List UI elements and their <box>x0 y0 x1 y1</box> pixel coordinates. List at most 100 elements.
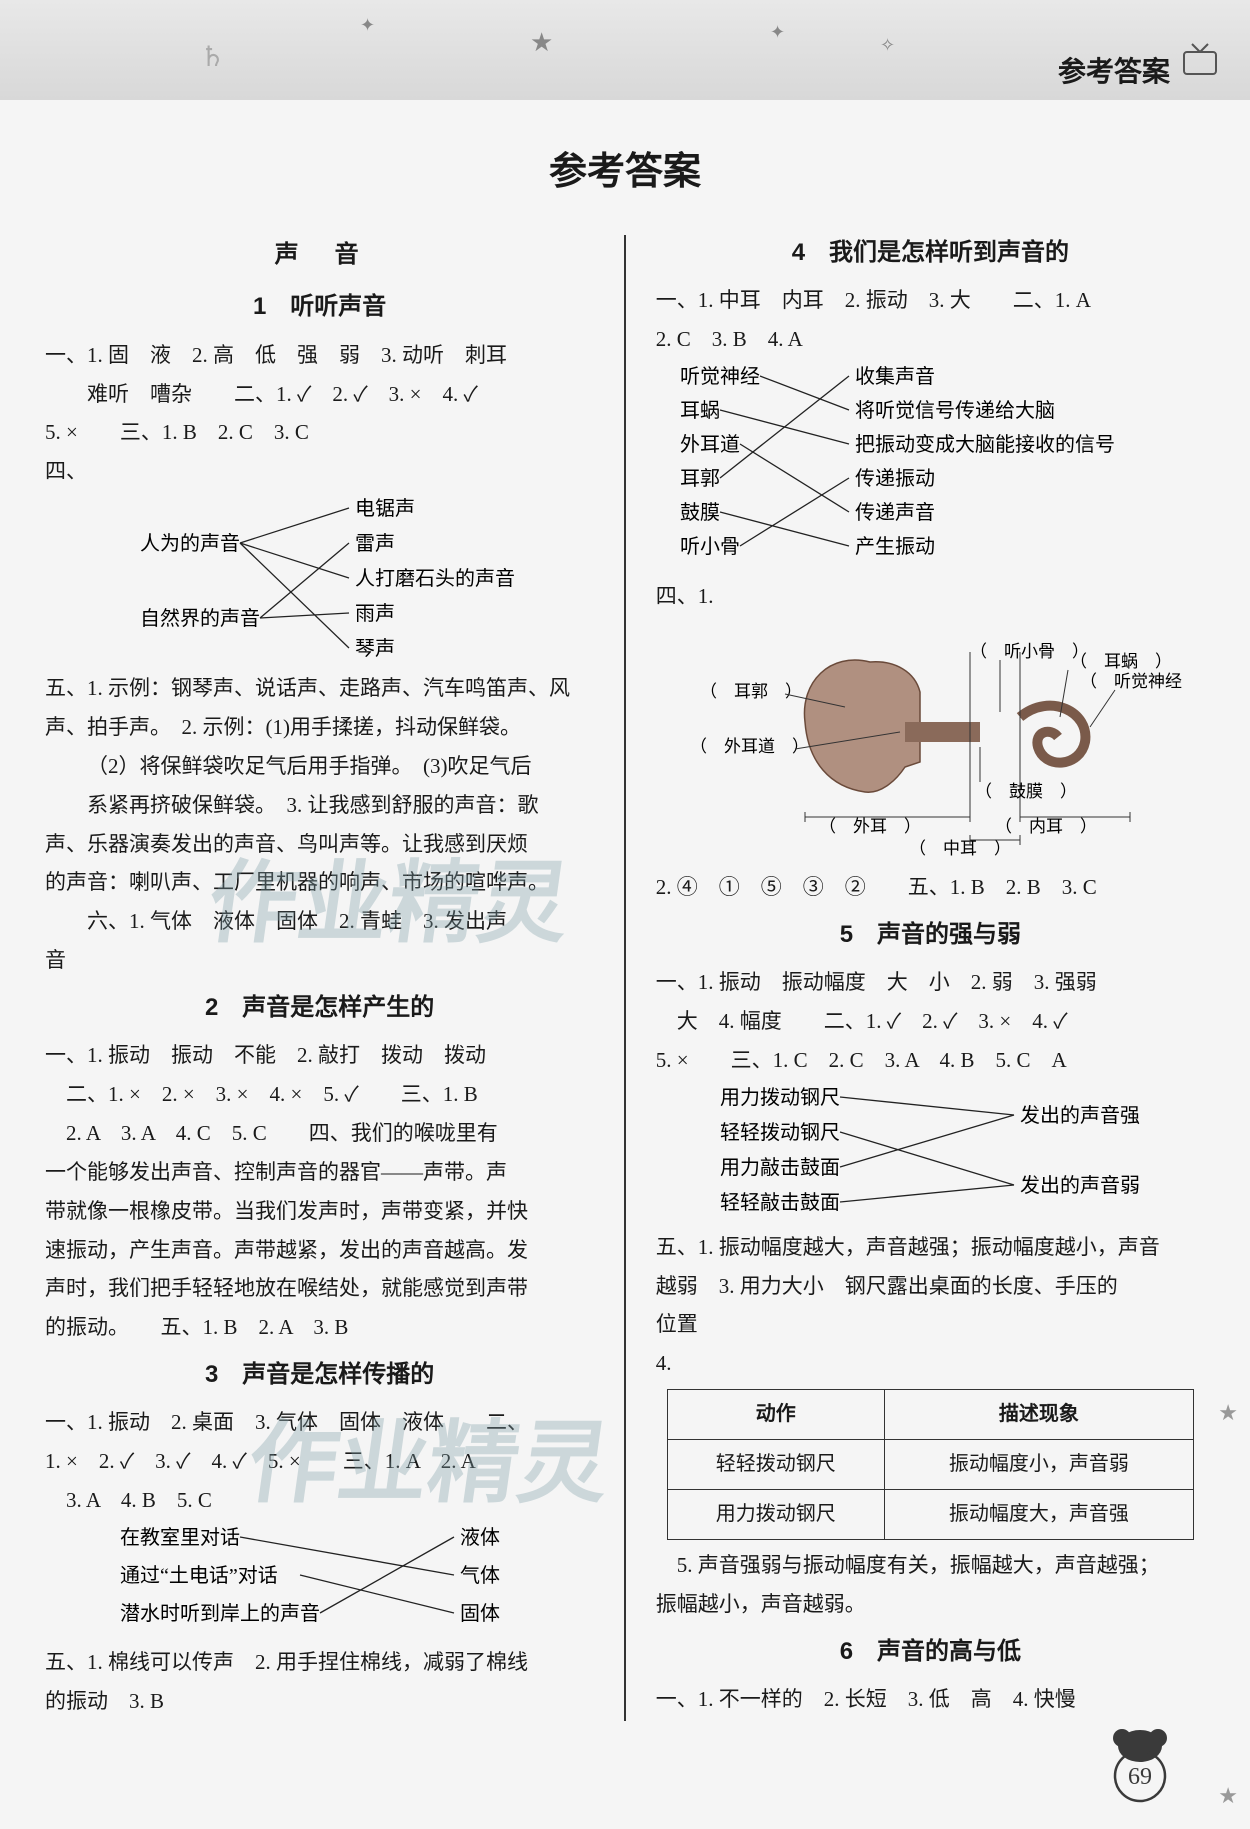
s2-l4: 一个能够发出声音、控制声音的器官——声带。声 <box>45 1153 594 1192</box>
svg-text:用力拨动钢尺: 用力拨动钢尺 <box>720 1086 840 1109</box>
svg-text:（ 外耳 ）: （ 外耳 ） <box>819 817 921 836</box>
main-title: 参考答案 <box>0 140 1250 195</box>
s5-l6: 越弱 3. 用力大小 钢尺露出桌面的长度、手压的 <box>656 1267 1205 1306</box>
svg-text:在教室里对话: 在教室里对话 <box>120 1526 240 1549</box>
svg-text:人打磨石头的声音: 人打磨石头的声音 <box>355 567 515 590</box>
right-column: 4 我们是怎样听到声音的 一、1. 中耳 内耳 2. 振动 3. 大 二、1. … <box>656 225 1205 1721</box>
svg-text:（ 内耳 ）: （ 内耳 ） <box>995 817 1097 836</box>
svg-text:69: 69 <box>1128 1764 1152 1790</box>
svg-text:收集声音: 收集声音 <box>855 365 935 388</box>
s2-l2: 二、1. × 2. × 3. × 4. × 5. ✓ 三、1. B <box>45 1075 594 1114</box>
tv-icon <box>1180 40 1220 80</box>
svg-text:传递振动: 传递振动 <box>855 467 935 490</box>
svg-text:听小骨: 听小骨 <box>680 535 740 558</box>
s5-table: 动作 描述现象 轻轻拨动钢尺 振动幅度小，声音弱 用力拨动钢尺 振动幅度大，声音… <box>667 1389 1194 1540</box>
table-cell: 振动幅度小，声音弱 <box>884 1440 1193 1490</box>
s3-l5: 五、1. 棉线可以传声 2. 用手捏住棉线，减弱了棉线 <box>45 1643 594 1682</box>
s1-l10: 的声音：喇叭声、工厂里机器的响声、市场的喧哗声。 <box>45 863 594 902</box>
s2-l6: 速振动，产生声音。声带越紧，发出的声音越高。发 <box>45 1231 594 1270</box>
s5-matching-diagram: 用力拨动钢尺轻轻拨动钢尺用力敲击鼓面轻轻敲击鼓面 发出的声音强发出的声音弱 <box>680 1084 1180 1224</box>
ear-anatomy-diagram: （ 耳郭 ）（ 外耳道 ）（ 鼓膜 ）（ 耳蜗 ）（ 听小骨 ）（ 听觉神经 ）… <box>670 622 1190 862</box>
s3-l1: 一、1. 振动 2. 桌面 3. 气体 固体 液体 二、 <box>45 1403 594 1442</box>
svg-text:（ 鼓膜 ）: （ 鼓膜 ） <box>975 782 1077 801</box>
star-icon: ✦ <box>770 22 785 43</box>
svg-text:发出的声音强: 发出的声音强 <box>1020 1104 1140 1127</box>
svg-text:自然界的声音: 自然界的声音 <box>140 607 260 630</box>
s1-l2: 难听 嘈杂 二、1. ✓ 2. ✓ 3. × 4. ✓ <box>45 375 594 414</box>
s1-l8: 系紧再挤破保鲜袋。 3. 让我感到舒服的声音：歌 <box>45 786 594 825</box>
svg-text:人为的声音: 人为的声音 <box>140 532 240 555</box>
s2-l8: 的振动。 五、1. B 2. A 3. B <box>45 1308 594 1347</box>
section-5-title: 5 声音的强与弱 <box>656 913 1205 957</box>
header-label: 参考答案 <box>1058 50 1170 90</box>
s1-l11: 六、1. 气体 液体 固体 2. 青蛙 3. 发出声 <box>45 902 594 941</box>
s1-l9: 声、乐器演奏发出的声音、鸟叫声等。让我感到厌烦 <box>45 825 594 864</box>
s5-l9: 振幅越小，声音越弱。 <box>656 1585 1205 1624</box>
s5-l2: 大 4. 幅度 二、1. ✓ 2. ✓ 3. × 4. ✓ <box>656 1002 1205 1041</box>
table-header: 动作 <box>667 1390 884 1440</box>
s4-matching-diagram: 听觉神经耳蜗外耳道耳郭鼓膜听小骨收集声音将听觉信号传递给大脑把振动变成大脑能接收… <box>660 363 1200 573</box>
section-4-title: 4 我们是怎样听到声音的 <box>656 231 1205 275</box>
svg-text:发出的声音弱: 发出的声音弱 <box>1020 1174 1140 1197</box>
left-column: 声 音 1 听听声音 一、1. 固 液 2. 高 低 强 弱 3. 动听 刺耳 … <box>45 225 594 1721</box>
s2-l1: 一、1. 振动 振动 不能 2. 敲打 拨动 拨动 <box>45 1036 594 1075</box>
s5-l3: 5. × 三、1. C 2. C 3. A 4. B 5. C A <box>656 1041 1205 1080</box>
s1-l4: 四、 <box>45 452 594 491</box>
star-icon: ✧ <box>880 35 895 56</box>
svg-text:气体: 气体 <box>460 1564 500 1587</box>
s1-l12: 音 <box>45 941 594 980</box>
svg-text:雷声: 雷声 <box>355 532 395 555</box>
s2-l3: 2. A 3. A 4. C 5. C 四、我们的喉咙里有 <box>45 1114 594 1153</box>
s1-l1: 一、1. 固 液 2. 高 低 强 弱 3. 动听 刺耳 <box>45 336 594 375</box>
table-cell: 用力拨动钢尺 <box>667 1490 884 1540</box>
svg-text:通过“土电话”对话: 通过“土电话”对话 <box>120 1564 278 1587</box>
s2-l5: 带就像一根橡皮带。当我们发声时，声带变紧，并快 <box>45 1192 594 1231</box>
s3-l3: 3. A 4. B 5. C <box>45 1481 594 1520</box>
page-header: ✦ ★ ✦ ✧ ♄ 参考答案 <box>0 0 1250 100</box>
svg-text:用力敲击鼓面: 用力敲击鼓面 <box>720 1156 840 1179</box>
content-columns: 声 音 1 听听声音 一、1. 固 液 2. 高 低 强 弱 3. 动听 刺耳 … <box>45 225 1205 1721</box>
s3-matching-diagram: 在教室里对话通过“土电话”对话潜水时听到岸上的声音 液体气体固体 <box>70 1524 570 1639</box>
svg-text:（ 耳郭 ）: （ 耳郭 ） <box>700 682 802 701</box>
svg-text:将听觉信号传递给大脑: 将听觉信号传递给大脑 <box>855 399 1055 422</box>
svg-text:耳蜗: 耳蜗 <box>680 399 720 422</box>
s5-l7: 位置 <box>656 1305 1205 1344</box>
svg-text:传递声音: 传递声音 <box>855 501 935 524</box>
star-icon: ★ <box>1218 1400 1238 1426</box>
svg-text:液体: 液体 <box>460 1526 500 1549</box>
s4-l1: 一、1. 中耳 内耳 2. 振动 3. 大 二、1. A <box>656 281 1205 320</box>
svg-text:雨声: 雨声 <box>355 602 395 625</box>
s3-l6: 的振动 3. B <box>45 1682 594 1721</box>
s3-l2: 1. × 2. ✓ 3. ✓ 4. ✓ 5. × 三、1. A 2. A <box>45 1442 594 1481</box>
s4-l2: 2. C 3. B 4. A <box>656 320 1205 359</box>
section-3-title: 3 声音是怎样传播的 <box>45 1353 594 1397</box>
s1-matching-diagram: 人为的声音自然界的声音 电锯声雷声人打磨石头的声音雨声琴声 <box>105 495 535 665</box>
svg-text:把振动变成大脑能接收的信号: 把振动变成大脑能接收的信号 <box>855 433 1115 456</box>
svg-text:轻轻拨动钢尺: 轻轻拨动钢尺 <box>720 1121 840 1144</box>
svg-text:潜水时听到岸上的声音: 潜水时听到岸上的声音 <box>120 1602 320 1625</box>
svg-text:耳郭: 耳郭 <box>680 467 720 490</box>
s1-l7: （2）将保鲜袋吹足气后用手指弹。 (3)吹足气后 <box>45 747 594 786</box>
star-icon: ★ <box>1218 1783 1238 1809</box>
s1-l6: 声、拍手声。 2. 示例：(1)用手揉搓，抖动保鲜袋。 <box>45 708 594 747</box>
s1-l3: 5. × 三、1. B 2. C 3. C <box>45 413 594 452</box>
svg-text:电锯声: 电锯声 <box>355 497 415 520</box>
svg-text:固体: 固体 <box>460 1602 500 1625</box>
svg-text:琴声: 琴声 <box>355 637 395 660</box>
page-number-badge: 69 <box>1100 1724 1180 1804</box>
s1-l5: 五、1. 示例：钢琴声、说话声、走路声、汽车鸣笛声、风 <box>45 669 594 708</box>
s5-l4-prefix: 4. <box>656 1344 1205 1383</box>
svg-text:轻轻敲击鼓面: 轻轻敲击鼓面 <box>720 1191 840 1214</box>
s2-l7: 声时，我们把手轻轻地放在喉结处，就能感觉到声带 <box>45 1269 594 1308</box>
bear-icon: 69 <box>1100 1724 1180 1804</box>
svg-text:产生振动: 产生振动 <box>855 535 935 558</box>
s4-l5: 2. ④ ① ⑤ ③ ② 五、1. B 2. B 3. C <box>656 868 1205 907</box>
svg-text:听觉神经: 听觉神经 <box>680 365 760 388</box>
svg-text:鼓膜: 鼓膜 <box>680 501 720 524</box>
table-cell: 振动幅度大，声音强 <box>884 1490 1193 1540</box>
s4-l4: 四、1. <box>656 577 1205 616</box>
star-icon: ✦ <box>360 15 375 36</box>
unit-title: 声 音 <box>45 233 594 277</box>
s6-l1: 一、1. 不一样的 2. 长短 3. 低 高 4. 快慢 <box>656 1680 1205 1719</box>
section-6-title: 6 声音的高与低 <box>656 1630 1205 1674</box>
